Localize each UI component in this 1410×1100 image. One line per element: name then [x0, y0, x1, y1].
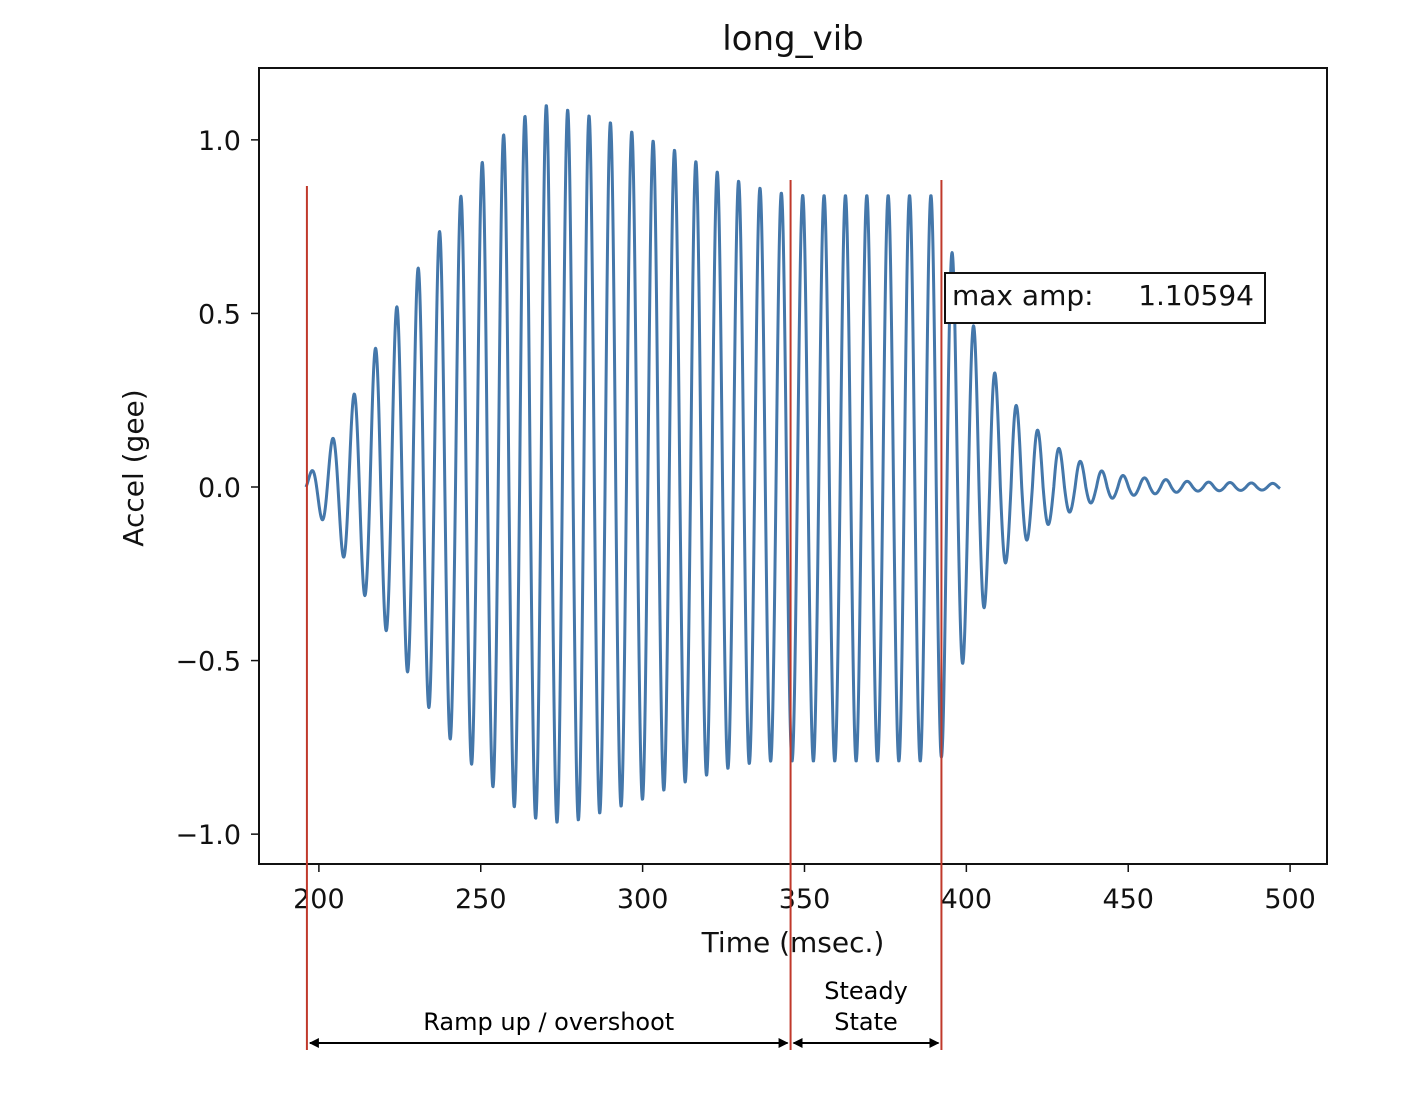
- y-tick-label: −0.5: [175, 647, 241, 678]
- x-tick-label: 500: [1264, 884, 1316, 915]
- plot-frame: [258, 67, 1328, 865]
- x-tick-label: 350: [779, 884, 831, 915]
- span-label-steady-line2: State: [834, 1008, 898, 1036]
- y-axis: 1.0 0.5 0.0 −0.5 −1.0: [175, 126, 259, 851]
- max-amp-annotation: max amp: 1.10594: [944, 272, 1266, 324]
- chart-title: long_vib: [722, 19, 864, 59]
- y-tick-label: −1.0: [175, 820, 241, 851]
- span-label-steady-line1: Steady: [824, 977, 908, 1005]
- y-tick-label: 0.5: [198, 299, 241, 330]
- x-tick-label: 400: [941, 884, 993, 915]
- y-tick-label: 0.0: [198, 473, 241, 504]
- y-axis-label: Accel (gee): [117, 389, 150, 546]
- annotation-value: 1.10594: [1138, 279, 1254, 312]
- y-tick-label: 1.0: [198, 126, 241, 157]
- phase-markers: [305, 180, 943, 1050]
- x-axis-label: Time (msec.): [701, 926, 885, 959]
- x-tick-label: 300: [617, 884, 669, 915]
- span-label-ramp-up: Ramp up / overshoot: [423, 1008, 674, 1036]
- annotation-label: max amp:: [952, 279, 1094, 312]
- annotation-box: [944, 272, 1266, 324]
- x-tick-label: 450: [1102, 884, 1154, 915]
- x-tick-label: 250: [455, 884, 507, 915]
- signal-series-line: [304, 104, 1282, 824]
- plot-area: [304, 104, 1282, 824]
- x-axis: 200 250 300 350 400 450 500: [293, 864, 1316, 915]
- x-tick-label: 200: [293, 884, 345, 915]
